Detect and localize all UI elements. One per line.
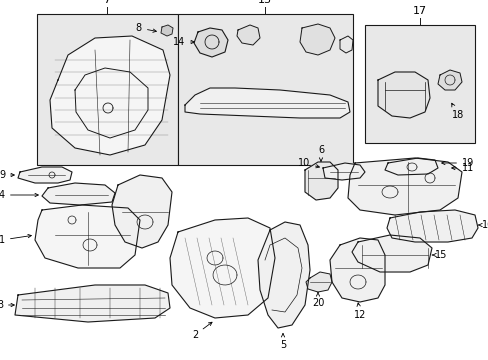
Polygon shape bbox=[170, 218, 274, 318]
Polygon shape bbox=[347, 158, 461, 215]
Text: 7: 7 bbox=[103, 0, 110, 5]
Polygon shape bbox=[351, 235, 431, 272]
Text: 4: 4 bbox=[0, 190, 38, 200]
Text: 2: 2 bbox=[191, 322, 212, 340]
Text: 16: 16 bbox=[478, 220, 488, 230]
Polygon shape bbox=[194, 28, 227, 57]
Polygon shape bbox=[112, 175, 172, 248]
Polygon shape bbox=[15, 285, 170, 322]
Text: 1: 1 bbox=[0, 234, 31, 245]
Polygon shape bbox=[161, 25, 173, 36]
Text: 10: 10 bbox=[297, 158, 319, 168]
Text: 15: 15 bbox=[431, 250, 447, 260]
Text: 18: 18 bbox=[451, 103, 463, 120]
Polygon shape bbox=[50, 36, 170, 155]
Text: 12: 12 bbox=[353, 303, 366, 320]
Polygon shape bbox=[386, 210, 477, 242]
Text: 13: 13 bbox=[258, 0, 271, 5]
Text: 9: 9 bbox=[0, 170, 14, 180]
Bar bbox=[364, 25, 474, 143]
Text: 8: 8 bbox=[136, 23, 156, 33]
Polygon shape bbox=[437, 70, 461, 90]
Bar bbox=[37, 14, 178, 165]
Text: 5: 5 bbox=[279, 334, 285, 350]
Polygon shape bbox=[299, 24, 334, 55]
Text: 20: 20 bbox=[311, 292, 324, 308]
Text: 14: 14 bbox=[172, 37, 194, 47]
Bar bbox=[178, 14, 352, 165]
Polygon shape bbox=[35, 205, 140, 268]
Text: 6: 6 bbox=[317, 145, 324, 161]
Text: 17: 17 bbox=[412, 6, 426, 16]
Polygon shape bbox=[18, 167, 72, 183]
Polygon shape bbox=[42, 183, 115, 205]
Polygon shape bbox=[184, 88, 349, 118]
Text: 3: 3 bbox=[0, 300, 14, 310]
Polygon shape bbox=[323, 163, 364, 180]
Polygon shape bbox=[377, 72, 429, 118]
Polygon shape bbox=[305, 272, 331, 292]
Polygon shape bbox=[305, 162, 337, 200]
Polygon shape bbox=[329, 238, 384, 302]
Polygon shape bbox=[384, 158, 437, 175]
Text: 11: 11 bbox=[451, 163, 473, 173]
Polygon shape bbox=[237, 25, 260, 45]
Polygon shape bbox=[258, 222, 309, 328]
Text: 19: 19 bbox=[441, 158, 473, 168]
